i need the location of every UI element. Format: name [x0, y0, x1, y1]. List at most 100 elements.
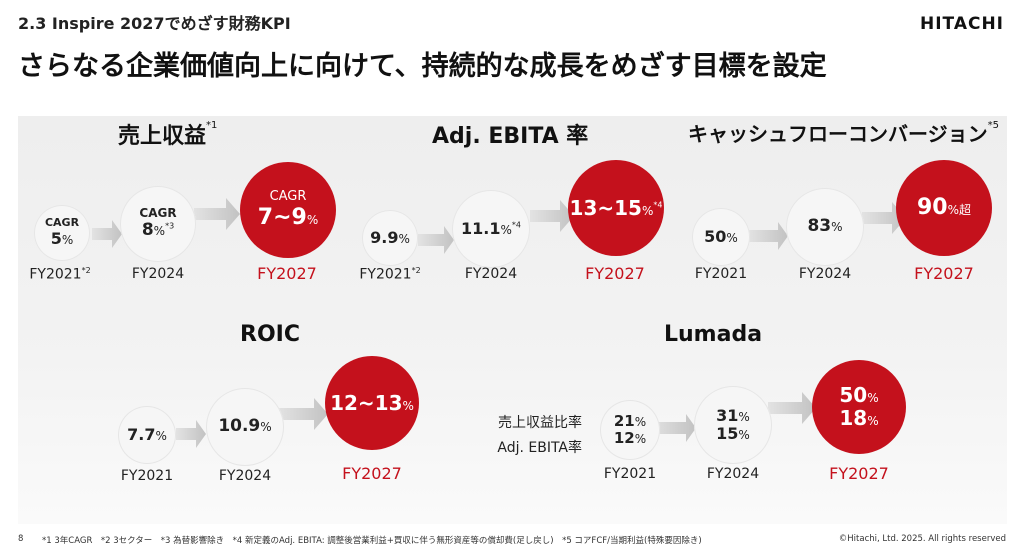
unit: %: [398, 231, 410, 246]
note: *4: [511, 220, 521, 230]
value: 90: [916, 195, 948, 221]
arrow-shape: [768, 392, 816, 424]
unit: %: [634, 432, 647, 446]
value-revenue: 31: [716, 405, 739, 425]
unit: %: [867, 414, 879, 428]
arrow-shape: [530, 200, 574, 232]
value: 9.9: [370, 227, 399, 247]
cashflow-fy2021-label: FY2021: [694, 266, 748, 282]
roic-fy2027-label: FY2027: [342, 464, 402, 483]
cashflow-title-text: キャッシュフローコンバージョン: [688, 122, 988, 146]
revenue-title-text: 売上収益: [118, 124, 207, 149]
unit: %超: [947, 203, 972, 218]
unit: %: [153, 224, 166, 239]
unit: %: [500, 222, 512, 237]
ebita-fy2021-label: FY2021*2: [359, 266, 421, 283]
cashflow-fy2027-label: FY2027: [914, 264, 974, 283]
section-label: 2.3 Inspire 2027でめざす財務KPI: [18, 14, 291, 33]
value-ebita: 15: [716, 424, 739, 443]
lumada-row-label-revenue: 売上収益比率: [498, 415, 582, 431]
lumada-fy2027-label: FY2027: [829, 464, 889, 483]
revenue-fy2024-circle: CAGR 8%*3: [120, 186, 196, 262]
revenue-title: 売上収益*1: [118, 118, 217, 150]
lumada-fy2024-label: FY2024: [706, 466, 760, 482]
cashflow-fy2021-circle: 50%: [692, 208, 750, 266]
arrow-shape: [176, 420, 206, 448]
value: 83: [807, 216, 832, 237]
ebita-title: Adj. EBITA 率: [432, 124, 589, 149]
ebita-fy2024-label: FY2024: [464, 266, 518, 282]
value: 13~15: [569, 195, 642, 220]
roic-title: ROIC: [240, 322, 300, 347]
value: 50: [704, 226, 727, 246]
ebita-fy2027-circle: 13~15%*4: [568, 160, 664, 256]
value: 11.1: [461, 218, 501, 238]
cashflow-fy2024-label: FY2024: [798, 266, 852, 282]
arrow-shape: [194, 198, 240, 230]
lumada-title: Lumada: [664, 322, 763, 347]
arrow-shape: [278, 398, 328, 430]
cashflow-fy2027-circle: 90%超: [896, 160, 992, 256]
value: 10.9: [218, 416, 261, 437]
page-title: さらなる企業価値向上に向けて、持続的な成長をめざす目標を設定: [18, 51, 827, 82]
cagr-label: CAGR: [44, 216, 80, 230]
ebita-fy2024-circle: 11.1%*4: [452, 190, 530, 268]
roic-fy2024-circle: 10.9%: [206, 388, 284, 466]
unit: %: [155, 428, 167, 443]
ebita-fy2021-circle: 9.9%: [362, 210, 418, 266]
lumada-fy2024-circle: 31% 15%: [694, 386, 772, 464]
note: *3: [165, 221, 175, 231]
roic-fy2024-label: FY2024: [218, 468, 272, 484]
roic-fy2021-label: FY2021: [120, 468, 174, 484]
value-ebita: 18: [839, 406, 868, 430]
value: 5: [50, 229, 62, 249]
ebita-fy2027-label: FY2027: [585, 264, 645, 283]
note: *4: [653, 199, 663, 209]
value: 8: [141, 220, 154, 241]
copyright: ©Hitachi, Ltd. 2025. All rights reserved: [838, 534, 1006, 544]
roic-fy2021-circle: 7.7%: [118, 406, 176, 464]
revenue-title-note: *1: [206, 120, 218, 131]
revenue-fy2021-label: FY2021*2: [29, 266, 91, 283]
unit: %: [867, 391, 879, 405]
unit: %: [738, 409, 750, 424]
value-revenue: 50: [839, 383, 868, 407]
value: 12~13: [330, 390, 403, 415]
page-number: 8: [18, 534, 24, 544]
unit: %: [641, 203, 654, 218]
unit: %: [260, 420, 272, 435]
value: 7.7: [127, 424, 156, 444]
cagr-label: CAGR: [139, 206, 177, 221]
value-ebita: 12: [613, 429, 635, 447]
value: 7~9: [257, 204, 307, 230]
arrow-shape: [650, 414, 696, 442]
footnotes: *1 3年CAGR *2 3セクター *3 為替影響除き *4 新定義のAdj.…: [42, 536, 702, 546]
lumada-fy2021-label: FY2021: [603, 466, 657, 482]
revenue-fy2021-circle: CAGR 5%: [34, 205, 90, 261]
unit: %: [306, 212, 319, 227]
cashflow-title-note: *5: [987, 120, 999, 131]
roic-fy2027-circle: 12~13%: [325, 356, 419, 450]
unit: %: [402, 398, 414, 413]
arrow-shape: [418, 226, 454, 254]
hitachi-logo: HITACHI: [919, 14, 1004, 34]
revenue-fy2027-circle: CAGR 7~9%: [240, 162, 336, 258]
cashflow-fy2024-circle: 83%: [786, 188, 864, 266]
cashflow-title: キャッシュフローコンバージョン*5: [688, 118, 999, 147]
unit: %: [738, 428, 750, 442]
lumada-fy2021-circle: 21% 12%: [600, 400, 660, 460]
lumada-row-label-ebita: Adj. EBITA率: [497, 440, 582, 456]
arrow-shape: [748, 222, 788, 250]
revenue-fy2027-label: FY2027: [257, 264, 317, 283]
unit: %: [831, 220, 843, 235]
unit: %: [61, 233, 74, 248]
cagr-label: CAGR: [269, 188, 307, 204]
revenue-fy2024-label: FY2024: [131, 266, 185, 282]
value-revenue: 21: [613, 411, 635, 430]
arrow-shape: [862, 202, 906, 234]
unit: %: [726, 230, 738, 245]
unit: %: [634, 414, 647, 429]
lumada-fy2027-circle: 50% 18%: [812, 360, 906, 454]
arrow-shape: [92, 220, 122, 248]
